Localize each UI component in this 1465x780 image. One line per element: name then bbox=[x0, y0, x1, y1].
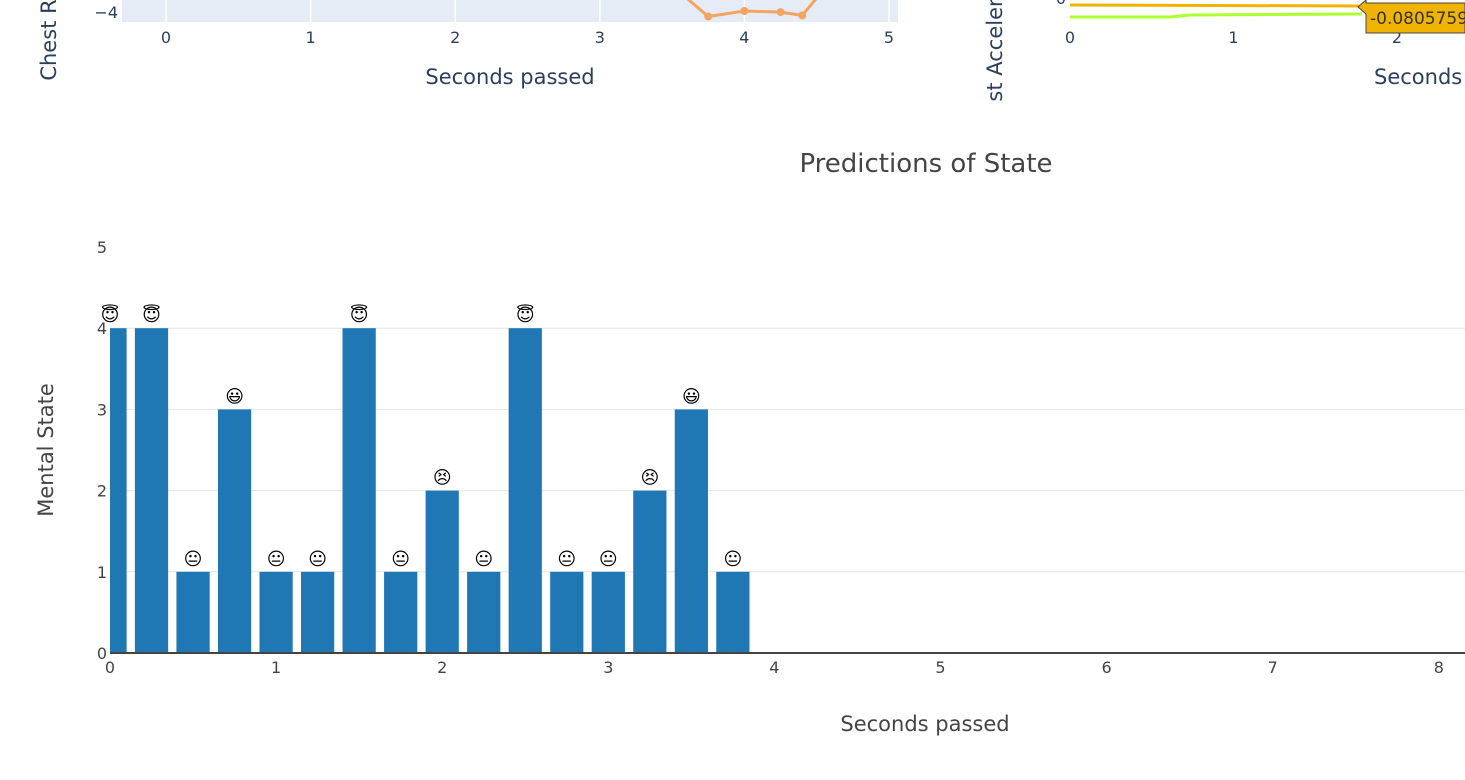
bar bbox=[633, 490, 667, 653]
top-right-y-axis-title: st Acceler bbox=[983, 0, 1007, 102]
bar bbox=[134, 328, 169, 653]
bar-emoji-label: 😃 bbox=[682, 386, 701, 407]
bar-emoji-label: 😐 bbox=[723, 549, 742, 570]
top-left-y-tick: −4 bbox=[94, 3, 118, 22]
top-left-x-tick: 2 bbox=[450, 28, 460, 47]
bar bbox=[425, 490, 459, 653]
hover-tooltip: -0.0805759 bbox=[1357, 0, 1465, 34]
top-left-trace-point bbox=[704, 12, 713, 21]
main-x-tick: 0 bbox=[105, 658, 115, 677]
main-y-tick: 3 bbox=[97, 400, 107, 419]
chart-title: Predictions of State bbox=[799, 149, 1052, 179]
bar bbox=[508, 328, 542, 653]
bar-emoji-label: 😣 bbox=[433, 468, 452, 489]
top-left-trace-point bbox=[798, 11, 807, 20]
top-left-trace-point bbox=[740, 7, 749, 15]
bar bbox=[259, 571, 293, 653]
top-left-plot-area bbox=[122, 0, 898, 22]
bar bbox=[716, 571, 750, 653]
main-y-ticks: 0 1 2 3 4 5 bbox=[97, 238, 107, 663]
main-x-tick: 7 bbox=[1268, 658, 1278, 677]
main-y-tick: 0 bbox=[97, 644, 107, 663]
bar bbox=[176, 571, 210, 653]
bar-emoji-label: 😐 bbox=[391, 549, 410, 570]
main-y-tick: 5 bbox=[97, 238, 107, 257]
bar bbox=[384, 571, 418, 653]
top-right-x-axis-title: Seconds bbox=[1374, 65, 1462, 89]
bar-emoji-label: 😇 bbox=[101, 304, 120, 326]
top-left-x-tick: 3 bbox=[595, 28, 605, 47]
top-right-y-tick: 0 bbox=[1056, 0, 1066, 8]
top-left-trace-points bbox=[704, 7, 807, 21]
main-y-tick: 4 bbox=[97, 319, 107, 338]
top-left-x-tick: 0 bbox=[161, 28, 171, 47]
top-right-x-tick: 0 bbox=[1065, 28, 1075, 47]
bar-emoji-label: 😇 bbox=[516, 304, 535, 326]
bar-emoji-label: 😇 bbox=[350, 304, 369, 326]
main-y-axis-title: Mental State bbox=[34, 383, 58, 517]
main-y-tick: 1 bbox=[97, 563, 107, 582]
bar bbox=[467, 571, 501, 653]
tooltip-box bbox=[1357, 0, 1465, 34]
main-emoji-labels: 😇 😇 😐 😃 😐 😐 😇 😐 😣 😐 😇 😐 😐 😣 😃 😐 bbox=[101, 304, 743, 570]
top-right-subplot: 0 0 1 2 Seconds st Acceler -0.0805759 bbox=[983, 0, 1465, 102]
bar-emoji-label: 😐 bbox=[308, 549, 327, 570]
main-y-tick: 2 bbox=[97, 482, 107, 501]
top-right-series-2 bbox=[1070, 12, 1363, 19]
top-left-x-axis-title: Seconds passed bbox=[425, 65, 594, 89]
bar bbox=[301, 571, 335, 653]
main-x-tick: 1 bbox=[271, 658, 281, 677]
top-left-trace-point bbox=[776, 8, 785, 17]
bar-emoji-label: 😐 bbox=[557, 549, 576, 570]
top-left-x-tick: 1 bbox=[306, 28, 316, 47]
main-gridlines bbox=[110, 327, 1465, 573]
top-left-x-tick: 5 bbox=[884, 28, 894, 47]
bar-emoji-label: 😐 bbox=[474, 549, 493, 570]
main-x-axis-title: Seconds passed bbox=[840, 712, 1009, 736]
main-x-tick: 8 bbox=[1434, 658, 1444, 677]
tooltip-value: -0.0805759 bbox=[1370, 9, 1465, 29]
top-right-series-1 bbox=[1069, 3, 1363, 8]
bar bbox=[674, 409, 708, 653]
bar bbox=[342, 328, 376, 653]
top-left-x-tick: 4 bbox=[739, 28, 749, 47]
main-x-tick: 2 bbox=[437, 658, 447, 677]
main-x-tick: 4 bbox=[769, 658, 779, 677]
top-right-x-ticks: 0 1 2 bbox=[1065, 28, 1402, 47]
main-x-tick: 6 bbox=[1102, 658, 1112, 677]
top-right-x-tick: 1 bbox=[1228, 28, 1238, 47]
bar-emoji-label: 😐 bbox=[184, 549, 203, 570]
bar-emoji-label: 😃 bbox=[225, 386, 244, 407]
bar bbox=[550, 571, 584, 653]
main-x-tick: 3 bbox=[603, 658, 613, 677]
bar-emoji-label: 😇 bbox=[142, 304, 161, 326]
bar bbox=[110, 328, 127, 653]
bar bbox=[217, 409, 252, 653]
top-left-y-axis-title: Chest R bbox=[37, 0, 61, 81]
main-x-tick: 5 bbox=[935, 658, 945, 677]
main-bars bbox=[110, 328, 750, 653]
top-left-subplot: 0 1 2 3 4 5 −4 Seconds passed Chest R bbox=[37, 0, 898, 89]
bar-emoji-label: 😐 bbox=[267, 549, 286, 570]
main-x-ticks: 0 1 2 3 4 5 6 7 8 bbox=[105, 658, 1444, 677]
bar-emoji-label: 😣 bbox=[640, 468, 659, 489]
bar-emoji-label: 😐 bbox=[599, 549, 618, 570]
top-left-x-ticks: 0 1 2 3 4 5 bbox=[161, 28, 894, 47]
bar bbox=[591, 571, 625, 653]
top-right-x-tick: 2 bbox=[1392, 28, 1402, 47]
